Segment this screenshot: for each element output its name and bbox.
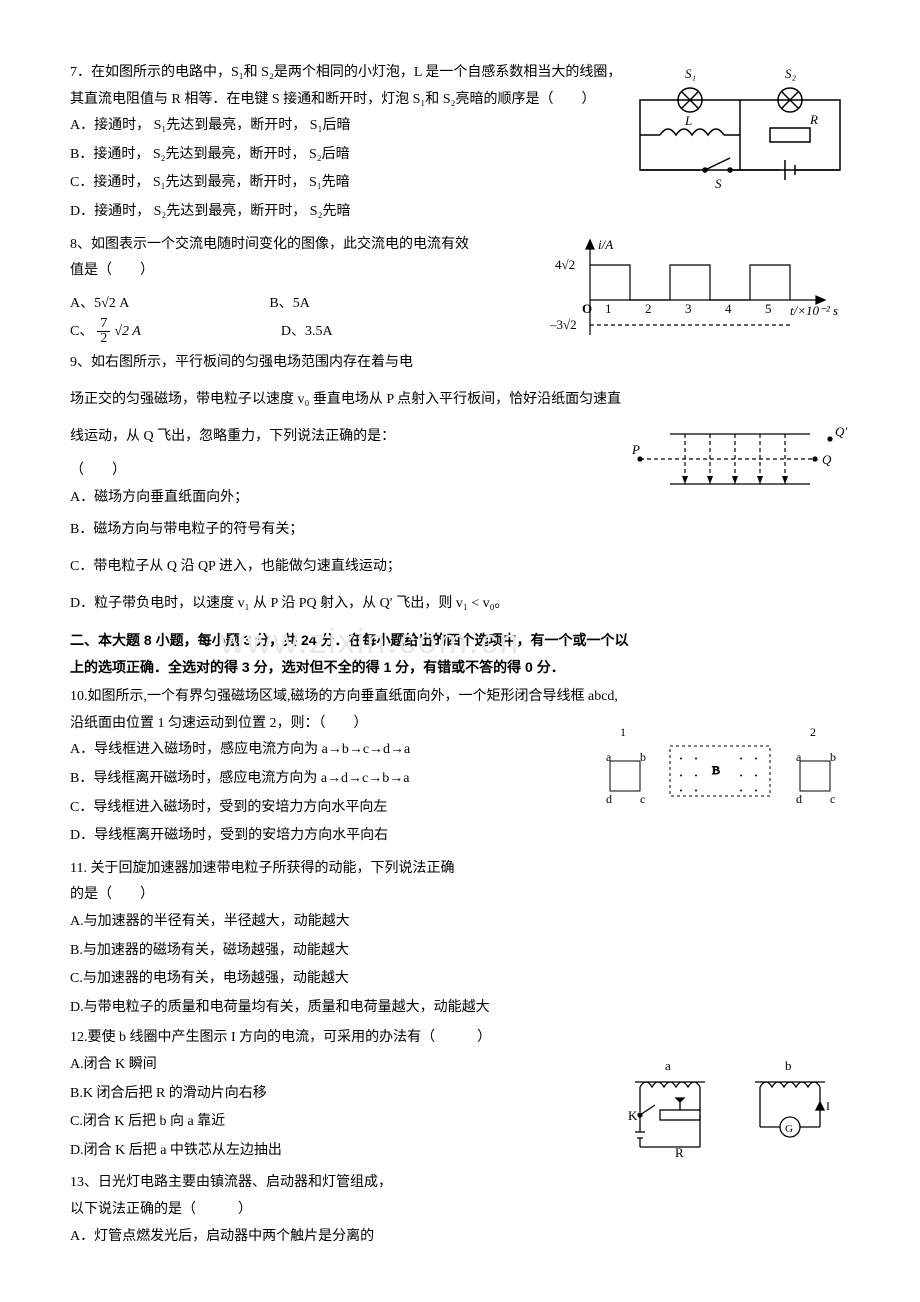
svg-text:.: . <box>680 784 682 793</box>
question-8: 8、如图表示一个交流电随时间变化的图像，此交流电的电流有效 值是（ ） 4√2 … <box>70 232 850 347</box>
q7-option-d: D．接通时， S₂先达到最亮，断开时， S₂先暗 <box>70 199 850 226</box>
q8-option-a: A、5√2 A <box>70 291 129 318</box>
q11-option-d: D.与带电粒子的质量和电荷量均有关，质量和电荷量越大，动能越大 <box>70 995 850 1022</box>
svg-text:i/A: i/A <box>598 237 613 252</box>
svg-text:c: c <box>830 792 835 806</box>
q8-c-prefix: C、 <box>70 319 93 346</box>
q9-options: A．磁场方向垂直纸面向外； B．磁场方向与带电粒子的符号有关； C．带电粒子从 … <box>70 485 850 617</box>
svg-text:Q′: Q′ <box>835 424 847 439</box>
svg-text:B: B <box>712 763 720 777</box>
question-12: 12.要使 b 线圈中产生图示 I 方向的电流，可采用的办法有（ ） <box>70 1025 850 1166</box>
svg-text:5: 5 <box>765 301 772 316</box>
svg-text:I: I <box>826 1099 830 1113</box>
svg-text:2: 2 <box>645 301 652 316</box>
svg-text:–3√2: –3√2 <box>550 317 577 332</box>
svg-text:.: . <box>740 784 742 793</box>
q9-stem1: 9、如右图所示，平行板间的匀强电场范围内存在着与电 <box>70 350 850 377</box>
q8-options-row2: C、 7 2 √2 A D、3.5A <box>70 317 542 346</box>
question-9: 9、如右图所示，平行板间的匀强电场范围内存在着与电 场正交的匀强磁场，带电粒子以… <box>70 350 850 619</box>
q10-loop-figure: B .... .... .... 1 2 a b c d a b c d <box>590 711 850 811</box>
q8-options-row1: A、5√2 A B、5A <box>70 291 542 318</box>
svg-text:.: . <box>695 752 697 761</box>
q12-stem: 12.要使 b 线圈中产生图示 I 方向的电流，可采用的办法有（ ） <box>70 1025 850 1052</box>
q13-stem2: 以下说法正确的是（ ） <box>70 1197 850 1224</box>
svg-text:.: . <box>680 752 682 761</box>
svg-text:.: . <box>740 752 742 761</box>
q11-options: A.与加速器的半径有关，半径越大，动能越大 B.与加速器的磁场有关，磁场越强，动… <box>70 909 850 1021</box>
q9-option-c: C．带电粒子从 Q 沿 QP 进入，也能做匀速直线运动； <box>70 554 850 581</box>
q9-option-d: D．粒子带负电时，以速度 v₁ 从 P 沿 PQ 射入，从 Q′ 飞出，则 v₁… <box>70 591 850 618</box>
svg-text:.: . <box>680 769 682 778</box>
q11-stem1: 11. 关于回旋加速器加速带电粒子所获得的动能，下列说法正确 <box>70 856 850 883</box>
svg-text:a: a <box>606 750 612 764</box>
svg-text:1: 1 <box>620 725 626 739</box>
question-13: 13、日光灯电路主要由镇流器、启动器和灯管组成， 以下说法正确的是（ ） A．灯… <box>70 1170 850 1250</box>
svg-text:b: b <box>640 750 646 764</box>
question-11: 11. 关于回旋加速器加速带电粒子所获得的动能，下列说法正确 的是（ ） A.与… <box>70 856 850 1022</box>
q11-stem2: 的是（ ） <box>70 882 850 909</box>
q8-c-suffix: √2 A <box>114 319 140 346</box>
q8-option-b: B、5A <box>269 291 309 318</box>
svg-text:b: b <box>785 1058 792 1073</box>
svg-text:P: P <box>631 442 640 457</box>
section2-line1: 二、本大题 8 小题，每小题 3 分，共 24 分．在每小题给出的四个选项中，有… <box>70 627 850 654</box>
q8-waveform-figure: 4√2 –3√2 O 1 2 3 4 5 i/A t/×10⁻² s <box>550 235 850 345</box>
section2-line2: 上的选项正确．全选对的得 3 分，选对但不全的得 1 分，有错或不答的得 0 分… <box>70 654 850 681</box>
svg-text:3: 3 <box>685 301 692 316</box>
svg-text:R: R <box>809 112 818 127</box>
q9-stem2: 场正交的匀强磁场，带电粒子以速度 v₀ 垂直电场从 P 点射入平行板间，恰好沿纸… <box>70 387 850 414</box>
q10-stem1: 10.如图所示,一个有界匀强磁场区域,磁场的方向垂直纸面向外，一个矩形闭合导线框… <box>70 684 850 711</box>
q12-coils-figure: G I a b K R <box>620 1052 850 1162</box>
svg-text:1: 1 <box>605 301 612 316</box>
q9-plates-figure: P QQ′ <box>630 414 850 504</box>
svg-text:a: a <box>796 750 802 764</box>
svg-text:G: G <box>785 1123 793 1135</box>
q11-option-a: A.与加速器的半径有关，半径越大，动能越大 <box>70 909 850 936</box>
question-7: S₁S₂ LR S 7．在如图所示的电路中，S₁和 S₂是两个相同的小灯泡，L … <box>70 60 850 228</box>
svg-text:L: L <box>684 113 692 128</box>
svg-text:a: a <box>665 1058 671 1073</box>
svg-text:d: d <box>796 792 802 806</box>
section-2-title: 二、本大题 8 小题，每小题 3 分，共 24 分．在每小题给出的四个选项中，有… <box>70 627 850 680</box>
svg-text:.: . <box>755 752 757 761</box>
svg-text:.: . <box>740 769 742 778</box>
q8-option-d: D、3.5A <box>281 319 333 346</box>
svg-text:O: O <box>582 301 592 316</box>
q7-circuit-figure: S₁ S₂ L R S <box>630 60 850 200</box>
q8-c-den: 2 <box>100 332 107 346</box>
svg-text:t/×10⁻² s: t/×10⁻² s <box>790 303 838 318</box>
q11-option-c: C.与加速器的电场有关，电场越强，动能越大 <box>70 966 850 993</box>
q9-option-b: B．磁场方向与带电粒子的符号有关； <box>70 517 850 544</box>
q11-option-b: B.与加速器的磁场有关，磁场越强，动能越大 <box>70 938 850 965</box>
q10-option-d: D．导线框离开磁场时，受到的安培力方向水平向右 <box>70 823 850 850</box>
svg-text:.: . <box>695 769 697 778</box>
svg-text:S₂: S₂ <box>785 66 797 81</box>
svg-text:4: 4 <box>725 301 732 316</box>
svg-text:d: d <box>606 792 612 806</box>
q8-c-num: 7 <box>97 317 110 332</box>
svg-text:.: . <box>755 769 757 778</box>
svg-text:2: 2 <box>810 725 816 739</box>
svg-text:S: S <box>715 176 722 191</box>
svg-text:K: K <box>628 1108 638 1123</box>
svg-text:Q: Q <box>822 452 832 467</box>
svg-text:.: . <box>755 784 757 793</box>
svg-text:.: . <box>695 784 697 793</box>
svg-text:b: b <box>830 750 836 764</box>
svg-text:R: R <box>675 1145 684 1160</box>
svg-text:4√2: 4√2 <box>555 257 575 272</box>
svg-text:S₁: S₁ <box>685 66 696 81</box>
question-10: 10.如图所示,一个有界匀强磁场区域,磁场的方向垂直纸面向外，一个矩形闭合导线框… <box>70 684 850 852</box>
svg-text:c: c <box>640 792 645 806</box>
q13-stem1: 13、日光灯电路主要由镇流器、启动器和灯管组成， <box>70 1170 850 1197</box>
q13-option-a: A．灯管点燃发光后，启动器中两个触片是分离的 <box>70 1224 850 1251</box>
q8-option-c: C、 7 2 √2 A <box>70 317 141 346</box>
